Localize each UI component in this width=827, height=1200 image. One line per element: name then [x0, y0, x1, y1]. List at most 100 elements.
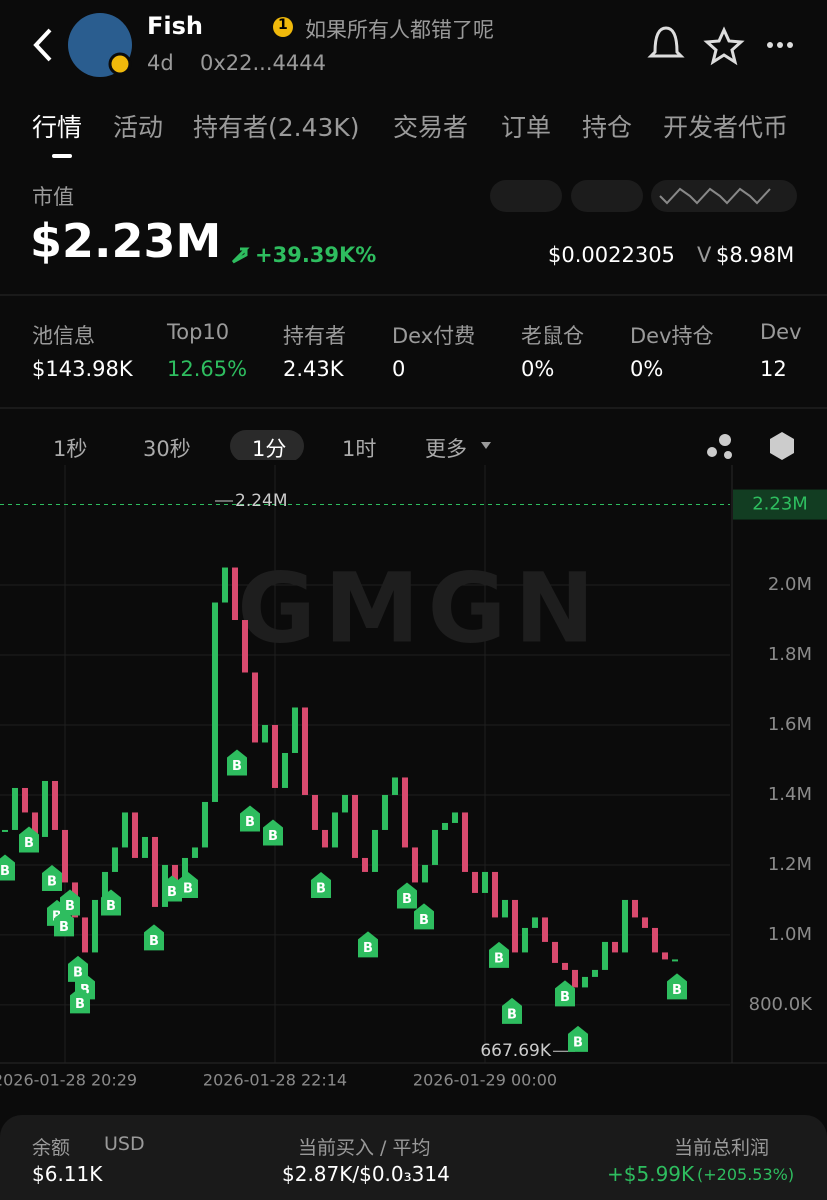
buy-label: 当前买入 / 平均: [298, 1137, 431, 1159]
candle: [442, 822, 448, 830]
buy-marker: [311, 871, 331, 898]
candle: [182, 857, 188, 883]
y-tick-label: 1.2M: [768, 854, 812, 875]
buy-marker: [502, 997, 522, 1024]
candle: [462, 812, 468, 872]
candle: [662, 952, 668, 960]
stat-label: Dev持仓: [630, 324, 714, 348]
tab[interactable]: 开发者代币: [663, 113, 789, 142]
market-cap: $2.23M: [30, 214, 222, 268]
y-tick-label: 1.8M: [768, 644, 812, 665]
buy-marker: [0, 854, 15, 881]
candle: [352, 794, 358, 858]
candle: [482, 871, 488, 893]
x-tick-label: 2026-01-28 20:29: [0, 1071, 137, 1090]
volume: $8.98M: [716, 243, 795, 267]
interval[interactable]: 30秒: [143, 437, 191, 461]
buy-marker: [240, 805, 260, 832]
balance-label: 余额: [32, 1137, 71, 1159]
tab[interactable]: 订单: [501, 113, 552, 142]
star-button[interactable]: [703, 26, 745, 66]
interval[interactable]: 更多: [425, 437, 467, 461]
rank-number: 1: [278, 17, 288, 33]
indicator-button[interactable]: [707, 434, 732, 459]
up-arrow: [231, 247, 250, 264]
buy-marker-label: B: [47, 874, 57, 889]
stat-label: 池信息: [32, 324, 95, 348]
buy-marker: [397, 882, 417, 909]
candle: [52, 780, 58, 830]
currency: USD: [104, 1133, 145, 1155]
stat-label: 持有者: [283, 324, 346, 348]
buy-marker: [414, 903, 434, 930]
buy-marker: [19, 826, 39, 853]
y-tick-label: 1.6M: [768, 714, 812, 735]
buy-value: $2.87K/$0.0₃314: [282, 1162, 450, 1186]
candle: [632, 899, 638, 918]
candle: [82, 917, 88, 953]
candle: [542, 917, 548, 942]
candle: [242, 620, 248, 673]
tab[interactable]: 持仓: [582, 113, 633, 142]
candle: [422, 864, 428, 883]
stat-value: $143.98K: [32, 357, 133, 381]
buy-marker-label: B: [167, 885, 177, 900]
more-button[interactable]: [767, 42, 793, 48]
candle: [282, 752, 288, 788]
buy-marker-label: B: [419, 913, 429, 928]
buy-marker: [70, 987, 90, 1014]
watermark: GMGN: [237, 552, 602, 664]
pnl-pct: (+205.53%): [697, 1165, 795, 1184]
chart: GMGN 800.0K 1.0M 1.2M 1.4M 1.6M 1.8M 2.0M 2026-0…: [0, 465, 827, 1090]
pnl-label: 当前总利润: [673, 1137, 769, 1159]
candle: [582, 976, 588, 988]
candle: [562, 962, 568, 970]
interval[interactable]: 1分: [252, 437, 287, 461]
candle: [502, 899, 508, 918]
age: 4d: [147, 51, 174, 75]
candle: [22, 787, 28, 813]
candle: [532, 917, 538, 928]
buy-marker-label: B: [560, 990, 570, 1005]
candle: [322, 829, 328, 848]
buy-marker: [667, 973, 687, 1000]
candle: [382, 794, 388, 830]
candle: [262, 724, 268, 743]
buy-marker-label: B: [24, 836, 34, 851]
interval[interactable]: 1秒: [53, 437, 88, 461]
tab[interactable]: 活动: [113, 113, 164, 142]
interval[interactable]: 1时: [342, 437, 377, 461]
tab[interactable]: 行情: [32, 113, 83, 142]
bell-button[interactable]: [647, 26, 685, 58]
candle: [172, 864, 178, 883]
buy-marker-label: B: [59, 920, 69, 935]
candle: [302, 707, 308, 795]
stat-label: Top10: [167, 320, 230, 344]
buy-marker-label: B: [232, 759, 242, 774]
candle: [522, 927, 528, 953]
x-tick-label: 2026-01-29 00:00: [413, 1071, 557, 1090]
candle: [612, 941, 618, 953]
settings-button[interactable]: [770, 432, 794, 460]
candle: [672, 959, 678, 962]
candle: [312, 794, 318, 830]
buy-marker-label: B: [268, 829, 278, 844]
candle: [652, 927, 658, 953]
tab[interactable]: 交易者: [393, 113, 469, 142]
candle: [92, 899, 98, 953]
checks: [659, 187, 771, 205]
candle: [332, 812, 338, 848]
y-tick-label: 2.0M: [768, 574, 812, 595]
tab[interactable]: 持有者(2.43K): [193, 113, 360, 142]
candle: [192, 847, 198, 858]
buy-marker: [144, 924, 164, 951]
buy-marker: [101, 889, 121, 916]
buy-marker-label: B: [245, 815, 255, 830]
back-button[interactable]: [33, 28, 52, 62]
market-change: +39.39K%: [255, 243, 377, 267]
candle: [372, 829, 378, 872]
balance: $6.11K: [32, 1162, 103, 1186]
address[interactable]: 0x22...4444: [200, 51, 326, 75]
candle: [642, 917, 648, 928]
buy-marker: [54, 910, 74, 937]
